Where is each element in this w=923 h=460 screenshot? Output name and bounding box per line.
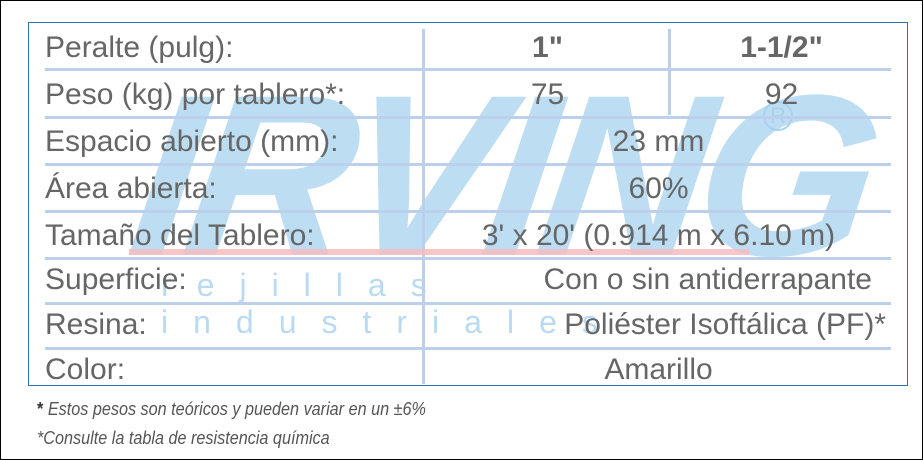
spec-table-frame bbox=[28, 22, 908, 386]
row-label: Peso (kg) por tablero*: bbox=[45, 78, 346, 111]
row-label: Color: bbox=[45, 353, 126, 386]
row-value-col-2: 92 bbox=[764, 78, 799, 111]
row-divider bbox=[45, 302, 891, 305]
column-divider bbox=[668, 29, 671, 115]
row-value: 23 mm bbox=[612, 125, 705, 158]
highlight-line bbox=[129, 249, 749, 255]
row-divider bbox=[45, 68, 891, 71]
row-value: Con o sin antiderrapante bbox=[543, 263, 872, 296]
row-label: Resina: bbox=[45, 308, 147, 341]
row-divider bbox=[45, 210, 891, 213]
row-value: Poliéster Isoftálica (PF)* bbox=[564, 308, 886, 341]
column-divider bbox=[422, 29, 425, 384]
footnote-weights: * Estos pesos son teóricos y pueden vari… bbox=[37, 399, 426, 420]
watermark-tagline: rejillas industriales bbox=[161, 267, 623, 340]
row-value: 3' x 20' (0.914 m x 6.10 m) bbox=[481, 219, 836, 252]
row-divider bbox=[45, 163, 891, 166]
row-divider bbox=[45, 347, 891, 350]
row-label: Superficie: bbox=[45, 263, 187, 296]
footnote-text: Estos pesos son teóricos y pueden variar… bbox=[43, 399, 426, 419]
row-value: 60% bbox=[628, 172, 689, 205]
footnote-mark: * bbox=[37, 399, 44, 419]
row-divider bbox=[45, 257, 891, 260]
header-label: Peralte (pulg): bbox=[45, 31, 234, 64]
row-value-col-1: 75 bbox=[530, 78, 565, 111]
row-value: Amarillo bbox=[604, 353, 713, 386]
row-label: Área abierta: bbox=[45, 172, 217, 205]
row-label: Tamaño del Tablero: bbox=[45, 219, 315, 252]
row-divider bbox=[45, 116, 891, 119]
header-col-2: 1-1/2" bbox=[740, 31, 823, 64]
header-col-1: 1" bbox=[532, 31, 563, 64]
row-label: Espacio abierto (mm): bbox=[45, 125, 339, 158]
footnote-chemical: *Consulte la tabla de resistencia químic… bbox=[37, 428, 330, 448]
